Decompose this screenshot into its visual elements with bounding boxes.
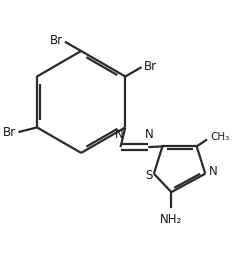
Text: Br: Br (3, 126, 16, 138)
Text: S: S (145, 169, 153, 182)
Text: NH₂: NH₂ (160, 213, 182, 226)
Text: N: N (209, 165, 218, 178)
Text: Br: Br (144, 59, 157, 73)
Text: N: N (115, 128, 124, 141)
Text: Br: Br (50, 34, 63, 47)
Text: N: N (145, 128, 154, 141)
Text: CH₃: CH₃ (211, 132, 230, 142)
